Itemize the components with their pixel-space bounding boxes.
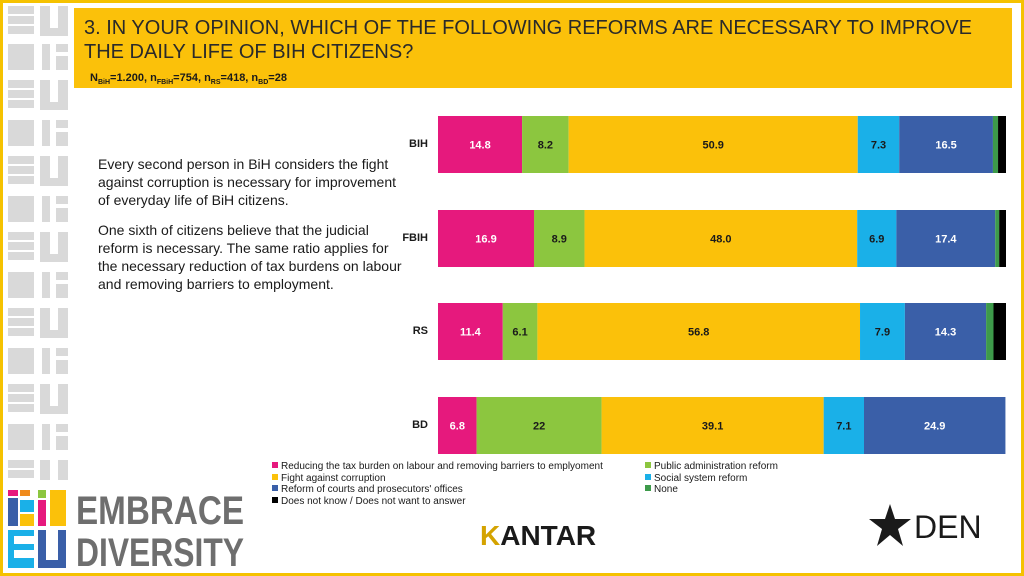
data-label-fbih-2: 48.0 <box>710 234 731 246</box>
legend-label: Reducing the tax burden on labour and re… <box>281 461 603 472</box>
data-label-bd-1: 22 <box>533 421 545 433</box>
legend-item-2: Fight against corruption <box>272 473 386 485</box>
legend-item-3: Social system reform <box>645 473 747 485</box>
bar-segment-fbih-6 <box>999 210 1006 267</box>
summary-paragraph-1: Every second person in BiH considers the… <box>98 156 397 208</box>
bar-segment-fbih-0 <box>438 210 534 267</box>
diversity-text: DIVERSITY <box>76 531 244 570</box>
summary-text: Every second person in BiH considers the… <box>98 155 408 305</box>
star-icon <box>869 504 911 546</box>
bar-segment-bih-1 <box>522 116 569 173</box>
category-label-bih: BIH <box>409 138 428 150</box>
data-label-fbih-3: 6.9 <box>869 234 884 246</box>
legend-label: Public administration reform <box>654 461 778 472</box>
data-label-bd-2: 39.1 <box>702 421 723 433</box>
bar-segment-bih-3 <box>857 116 900 173</box>
page-title: 3. IN YOUR OPINION, WHICH OF THE FOLLOWI… <box>84 17 972 63</box>
bar-segment-fbih-5 <box>995 210 1000 267</box>
data-label-rs-3: 7.9 <box>875 327 890 339</box>
bar-segment-bd-3 <box>823 397 864 454</box>
data-label-rs-4: 14.3 <box>935 327 956 339</box>
legend-swatch <box>645 462 651 468</box>
data-label-bih-4: 16.5 <box>935 140 956 152</box>
bar-segment-bd-4 <box>864 397 1006 454</box>
legend-item-1: Public administration reform <box>645 461 778 473</box>
bar-segment-bd-1 <box>476 397 602 454</box>
sample-size: NBiH=1.200, nFBiH=754, nRS=418, nBD=28 <box>90 72 287 87</box>
data-label-bih-0: 14.8 <box>469 140 490 152</box>
header-banner: 3. IN YOUR OPINION, WHICH OF THE FOLLOWI… <box>74 8 1012 88</box>
bar-segment-rs-0 <box>438 303 503 360</box>
bar-segment-bih-0 <box>438 116 523 173</box>
chart-legend: Reducing the tax burden on labour and re… <box>272 461 832 509</box>
data-label-bd-4: 24.9 <box>924 421 945 433</box>
bar-segment-bih-6 <box>998 116 1006 173</box>
legend-swatch <box>272 462 278 468</box>
bar-segment-rs-3 <box>860 303 905 360</box>
bar-segment-fbih-2 <box>584 210 858 267</box>
summary-paragraph-2: One sixth of citizens believe that the j… <box>98 222 402 292</box>
category-label-rs: RS <box>413 325 428 337</box>
data-label-bd-0: 6.8 <box>450 421 465 433</box>
legend-swatch <box>645 485 651 491</box>
bar-segment-rs-4 <box>904 303 987 360</box>
legend-label: Social system reform <box>654 472 748 484</box>
data-label-fbih-0: 16.9 <box>475 234 496 246</box>
bar-segment-fbih-4 <box>896 210 996 267</box>
bar-segment-bd-2 <box>601 397 824 454</box>
legend-label: Does not know / Does not want to answer <box>281 495 466 507</box>
den-logo: DEN <box>869 504 982 546</box>
data-label-rs-2: 56.8 <box>688 327 709 339</box>
bar-segment-bih-5 <box>992 116 999 173</box>
legend-label: Fight against corruption <box>281 472 386 484</box>
bar-segment-bd-0 <box>438 397 477 454</box>
legend-label: Reform of courts and prosecutors' office… <box>281 484 463 495</box>
data-label-bih-2: 50.9 <box>702 140 723 152</box>
den-text: DEN <box>914 509 982 545</box>
data-label-rs-0: 11.4 <box>460 327 482 339</box>
embrace-diversity-logo: EMBRACE DIVERSITY <box>8 489 244 570</box>
data-label-rs-1: 6.1 <box>512 327 527 339</box>
legend-item-5: None <box>645 484 678 496</box>
bar-segment-fbih-1 <box>533 210 585 267</box>
bar-segment-bih-4 <box>899 116 993 173</box>
legend-item-4: Reform of courts and prosecutors' office… <box>272 484 463 496</box>
legend-swatch <box>272 485 278 491</box>
legend-label: None <box>654 484 678 495</box>
kantar-logo: KANTAR <box>480 520 597 551</box>
bar-segment-fbih-3 <box>857 210 897 267</box>
bar-segment-rs-6 <box>993 303 1006 360</box>
bar-segment-bih-2 <box>568 116 858 173</box>
category-label-bd: BD <box>412 419 428 431</box>
bih-eu-pattern-strip <box>8 6 68 480</box>
legend-item-6: Does not know / Does not want to answer <box>272 496 466 508</box>
bar-segment-rs-5 <box>986 303 994 360</box>
bar-segment-rs-2 <box>537 303 861 360</box>
data-label-bih-3: 7.3 <box>871 140 886 152</box>
bar-segment-rs-1 <box>502 303 538 360</box>
data-label-bd-3: 7.1 <box>836 421 851 433</box>
legend-swatch <box>272 473 278 480</box>
legend-swatch <box>645 473 651 480</box>
data-label-bih-1: 8.2 <box>538 140 553 152</box>
legend-swatch <box>272 496 278 503</box>
embrace-text: EMBRACE <box>76 489 244 533</box>
data-label-fbih-4: 17.4 <box>935 234 957 246</box>
legend-item-0: Reducing the tax burden on labour and re… <box>272 461 603 473</box>
category-label-fbih: FBIH <box>402 232 428 244</box>
data-label-fbih-1: 8.9 <box>552 234 567 246</box>
